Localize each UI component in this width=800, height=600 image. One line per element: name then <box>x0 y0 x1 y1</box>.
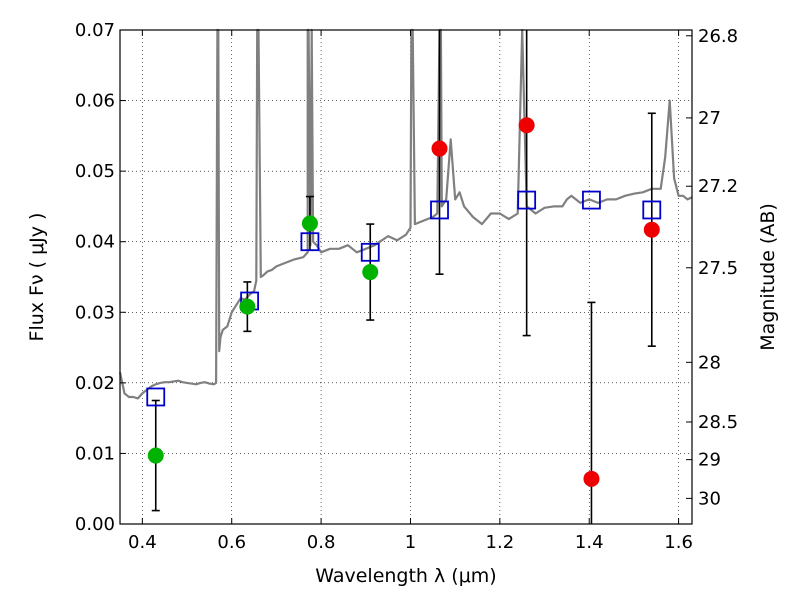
model-spectrum <box>118 28 693 400</box>
model-point-square <box>517 190 537 210</box>
axis-ticks: 0.4 0.6 0.8 1 1.2 1.4 1.6 0.00 0.01 0.02 0.03 0.04 0… <box>75 20 738 553</box>
y2-tick-label: 29 <box>698 450 721 471</box>
observed-point <box>362 264 379 281</box>
y2-tick-label: 27.2 <box>698 176 738 197</box>
y2-tick-label: 30 <box>698 488 721 509</box>
observed-point <box>583 470 600 487</box>
y2-tick-label: 27 <box>698 108 721 129</box>
observed-point <box>643 221 660 238</box>
model-point-square <box>642 200 662 220</box>
model-point-square <box>360 242 380 262</box>
observed-point <box>431 140 448 157</box>
x-tick-label: 0.4 <box>128 532 157 553</box>
model-point-square <box>300 232 320 252</box>
observed-point <box>147 447 164 464</box>
observed-point <box>239 298 256 315</box>
y2-tick-label: 27.5 <box>698 258 738 279</box>
model-point-square <box>146 387 166 407</box>
x-tick-label: 1.4 <box>575 532 604 553</box>
x-tick-label: 1.6 <box>664 532 693 553</box>
y-axis-label: Flux Fν ( μJy ) <box>26 213 48 342</box>
x-tick-label: 1.2 <box>486 532 515 553</box>
y-tick-label: 0.05 <box>75 161 115 182</box>
y-tick-label: 0.06 <box>75 91 115 112</box>
y-tick-label: 0.02 <box>75 373 115 394</box>
y2-axis-label: Magnitude (AB) <box>757 203 779 351</box>
model-point-square <box>582 190 601 210</box>
spectrum-line <box>118 28 693 400</box>
observed-point <box>518 117 535 134</box>
y-tick-label: 0.03 <box>75 302 115 323</box>
y2-tick-label: 28.5 <box>698 412 738 433</box>
x-axis-label: Wavelength λ (μm) <box>315 565 496 587</box>
model-point-square <box>430 200 449 220</box>
x-tick-label: 0.6 <box>217 532 246 553</box>
y-tick-label: 0.04 <box>75 232 115 253</box>
y-tick-label: 0.01 <box>75 443 115 464</box>
y-tick-label: 0.07 <box>75 20 115 41</box>
y2-tick-label: 26.8 <box>698 26 738 47</box>
x-tick-label: 1 <box>405 532 416 553</box>
observed-point <box>301 215 318 232</box>
x-tick-label: 0.8 <box>307 532 336 553</box>
y-tick-label: 0.00 <box>75 514 115 535</box>
data-markers <box>146 117 662 487</box>
plot-frame <box>119 29 693 525</box>
y2-tick-label: 28 <box>698 352 721 373</box>
